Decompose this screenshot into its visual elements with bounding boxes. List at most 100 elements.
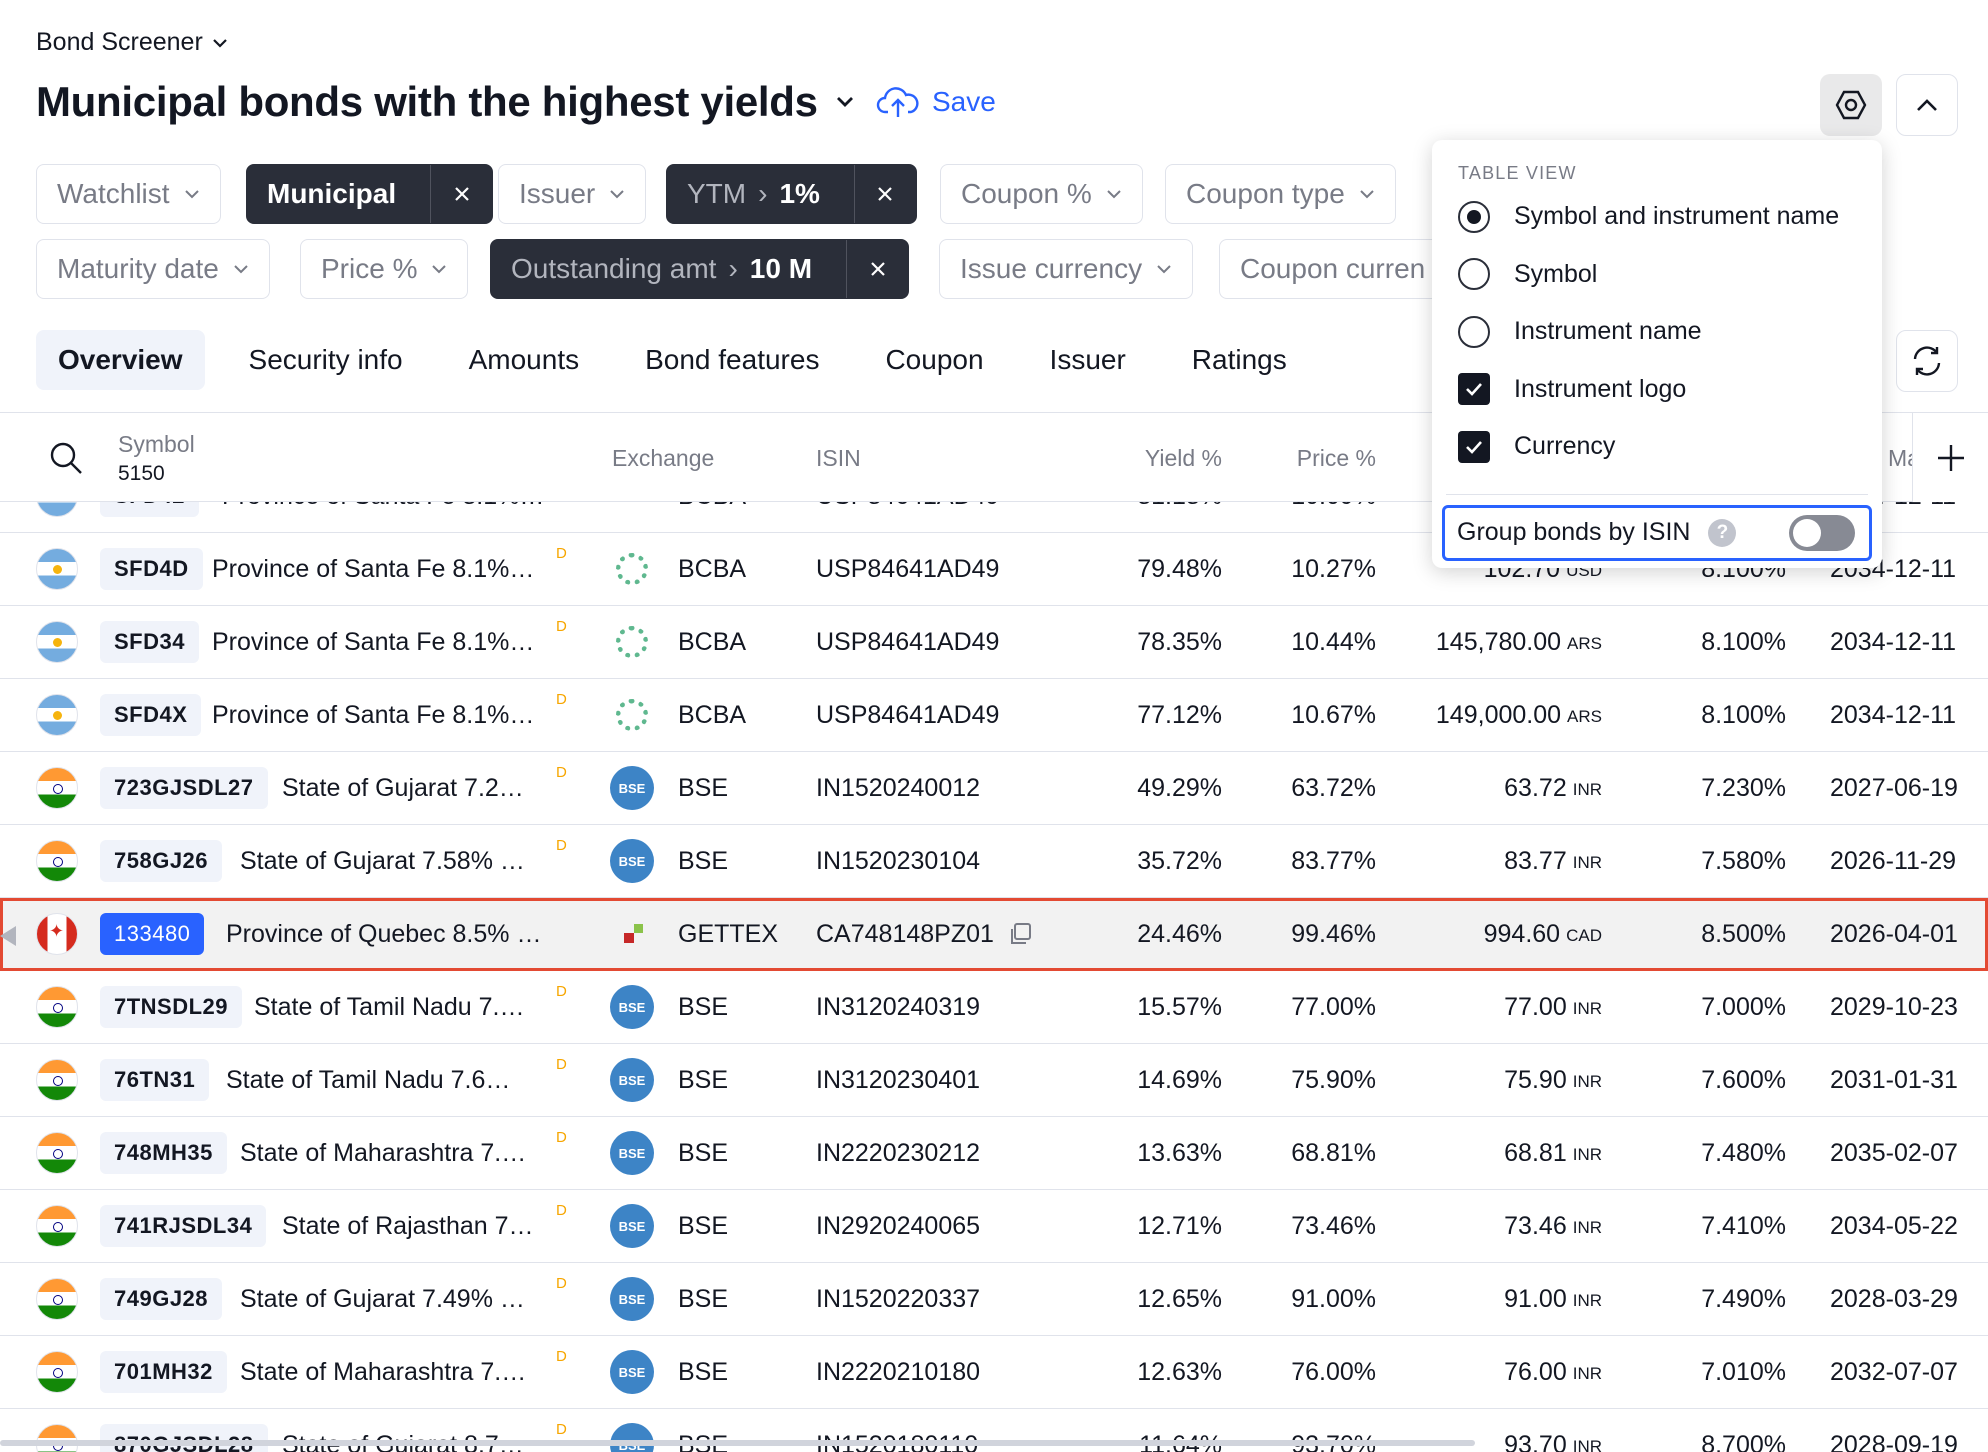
help-icon[interactable]: ? bbox=[1708, 518, 1737, 547]
table-row[interactable]: 748MH35 State of Maharashtra 7.… D BSE BSE IN… bbox=[0, 1117, 1988, 1190]
symbol-badge[interactable]: 723GJSDL27 bbox=[100, 767, 268, 809]
checkbox-checked[interactable] bbox=[1458, 373, 1490, 406]
radio-button[interactable] bbox=[1458, 200, 1490, 233]
checkbox-checked[interactable] bbox=[1458, 430, 1490, 463]
table-row[interactable]: SFD4X Province of Santa Fe 8.1%… D BCBA USP8… bbox=[0, 679, 1988, 752]
remove-filter-municipal-button[interactable] bbox=[430, 165, 492, 223]
collapse-button[interactable] bbox=[1896, 74, 1958, 136]
chevron-down-icon bbox=[432, 265, 447, 274]
column-header-isin[interactable]: ISIN bbox=[816, 444, 861, 471]
symbol-badge[interactable]: 76TN31 bbox=[100, 1059, 210, 1101]
symbol-badge[interactable]: 133480 bbox=[100, 913, 205, 955]
table-row[interactable]: 749GJ28 State of Gujarat 7.49% … D BSE BSE IN… bbox=[0, 1263, 1988, 1336]
table-settings-button[interactable] bbox=[1820, 74, 1882, 136]
tab-overview[interactable]: Overview bbox=[36, 330, 205, 390]
app-title[interactable]: Bond Screener bbox=[36, 28, 229, 57]
table-row[interactable]: 741RJSDL34 State of Rajasthan 7… D BSE BSE IN… bbox=[0, 1190, 1988, 1263]
close-icon bbox=[878, 187, 893, 201]
instrument-name[interactable]: State of Gujarat 7.2… bbox=[282, 773, 524, 802]
refresh-icon bbox=[1913, 346, 1941, 376]
remove-filter-ytm-button[interactable] bbox=[853, 165, 916, 223]
instrument-name[interactable]: State of Rajasthan 7… bbox=[282, 1211, 534, 1240]
add-column-button[interactable] bbox=[1912, 413, 1988, 503]
coupon: 7.010% bbox=[1701, 1357, 1786, 1386]
table-row[interactable]: 758GJ26 State of Gujarat 7.58% … D BSE BSE IN… bbox=[0, 825, 1988, 898]
column-header-price[interactable]: Price % bbox=[1296, 444, 1376, 471]
table-row[interactable]: 7TNSDL29 State of Tamil Nadu 7.… D BSE BSE IN… bbox=[0, 971, 1988, 1044]
instrument-name[interactable]: State of Gujarat 7.49% … bbox=[240, 1284, 525, 1313]
table-view-option[interactable]: Symbol and instrument name bbox=[1432, 188, 1882, 246]
filter-price-pct[interactable]: Price % bbox=[300, 239, 469, 299]
instrument-name[interactable]: Province of Quebec 8.5% … bbox=[226, 919, 542, 948]
radio-button[interactable] bbox=[1458, 315, 1490, 348]
tab-bond-features[interactable]: Bond features bbox=[645, 344, 820, 375]
table-row[interactable]: SFD34 Province of Santa Fe 8.1%… D BCBA USP8… bbox=[0, 606, 1988, 679]
table-row[interactable]: SFD4D Province of Santa Fe 8.1%… D BCBA USP8… bbox=[0, 533, 1988, 606]
instrument-name[interactable]: State of Maharashtra 7.… bbox=[240, 1357, 527, 1386]
table-view-option[interactable]: Instrument name bbox=[1432, 303, 1882, 361]
maturity: 2028-09-19 bbox=[1830, 1430, 1958, 1452]
remove-filter-outstanding-button[interactable] bbox=[846, 240, 908, 298]
instrument-name[interactable]: Province of Santa Fe 8.1%… bbox=[212, 700, 535, 729]
filter-watchlist[interactable]: Watchlist bbox=[36, 164, 221, 224]
table-view-panel: TABLE VIEW Symbol and instrument name Sym… bbox=[1432, 140, 1882, 568]
instrument-name[interactable]: Province of Santa Fe 8.1%… bbox=[222, 502, 544, 532]
symbol-badge[interactable]: SFD34 bbox=[100, 621, 199, 663]
argentina-flag-icon bbox=[36, 548, 78, 590]
filter-municipal[interactable]: Municipal bbox=[246, 164, 494, 224]
tab-security-info[interactable]: Security info bbox=[248, 344, 403, 375]
table-row[interactable]: 701MH32 State of Maharashtra 7.… D BSE BSE IN… bbox=[0, 1336, 1988, 1409]
instrument-name[interactable]: State of Gujarat 7.58% … bbox=[240, 846, 525, 875]
tab-issuer[interactable]: Issuer bbox=[1049, 344, 1126, 375]
group-by-isin-toggle[interactable] bbox=[1789, 514, 1855, 551]
tab-ratings[interactable]: Ratings bbox=[1191, 344, 1287, 375]
filter-issuer[interactable]: Issuer bbox=[498, 164, 647, 224]
table-row[interactable]: 76TN31 State of Tamil Nadu 7.6… D BSE BSE IN3… bbox=[0, 1044, 1988, 1117]
table-view-option[interactable]: Instrument logo bbox=[1432, 361, 1882, 419]
filter-ytm[interactable]: YTM › 1% bbox=[666, 164, 917, 224]
column-header-exchange[interactable]: Exchange bbox=[612, 444, 715, 471]
radio-button[interactable] bbox=[1458, 258, 1490, 291]
instrument-name[interactable]: State of Tamil Nadu 7.… bbox=[254, 992, 525, 1021]
horizontal-scrollbar[interactable] bbox=[0, 1440, 1475, 1446]
instrument-name[interactable]: State of Tamil Nadu 7.6… bbox=[226, 1065, 511, 1094]
symbol-badge[interactable]: 701MH32 bbox=[100, 1351, 227, 1393]
instrument-name[interactable]: Province of Santa Fe 8.1%… bbox=[212, 554, 535, 583]
tab-amounts[interactable]: Amounts bbox=[468, 344, 580, 375]
symbol-badge[interactable]: 748MH35 bbox=[100, 1132, 227, 1174]
group-by-isin-option[interactable]: Group bonds by ISIN ? bbox=[1442, 504, 1872, 561]
refresh-button[interactable] bbox=[1896, 330, 1958, 392]
filter-maturity-date[interactable]: Maturity date bbox=[36, 239, 270, 299]
symbol-badge[interactable]: SFD4D bbox=[100, 548, 203, 590]
symbol-badge[interactable]: 749GJ28 bbox=[100, 1278, 223, 1320]
symbol-badge[interactable]: 870GJSDL28 bbox=[100, 1424, 268, 1452]
table-row[interactable]: SFD42 Province of Santa Fe 8.1%… BCBA US… bbox=[0, 502, 1988, 533]
page-title[interactable]: Municipal bonds with the highest yields bbox=[36, 78, 856, 126]
tab-coupon[interactable]: Coupon bbox=[885, 344, 984, 375]
column-header-symbol[interactable]: Symbol 5150 bbox=[118, 413, 195, 503]
filter-issue-currency[interactable]: Issue currency bbox=[939, 239, 1194, 299]
table-view-option[interactable]: Currency bbox=[1432, 418, 1882, 476]
symbol-badge[interactable]: SFD42 bbox=[100, 502, 199, 517]
table-view-option[interactable]: Symbol bbox=[1432, 246, 1882, 304]
filter-coupon-currency[interactable]: Coupon curren bbox=[1219, 239, 1436, 299]
save-button[interactable]: Save bbox=[876, 84, 996, 120]
table-row[interactable]: 723GJSDL27 State of Gujarat 7.2… D BSE BSE IN… bbox=[0, 752, 1988, 825]
table-row-selected[interactable]: 133480 Province of Quebec 8.5% … GETTEX CA7… bbox=[0, 898, 1988, 971]
symbol-badge[interactable]: 741RJSDL34 bbox=[100, 1205, 267, 1247]
filter-coupon-pct[interactable]: Coupon % bbox=[940, 164, 1143, 224]
symbol-badge[interactable]: 758GJ26 bbox=[100, 840, 223, 882]
copy-icon[interactable] bbox=[1008, 921, 1034, 947]
isin: IN2220210180 bbox=[816, 1357, 981, 1386]
table-search-button[interactable] bbox=[48, 413, 84, 503]
column-header-yield[interactable]: Yield % bbox=[1144, 444, 1222, 471]
symbol-badge[interactable]: 7TNSDL29 bbox=[100, 986, 243, 1028]
symbol-badge[interactable]: SFD4X bbox=[100, 694, 202, 736]
filter-coupon-type[interactable]: Coupon type bbox=[1165, 164, 1396, 224]
filter-outstanding-amt[interactable]: Outstanding amt › 10 M bbox=[490, 239, 910, 299]
instrument-name[interactable]: State of Maharashtra 7.… bbox=[240, 1138, 527, 1167]
instrument-name[interactable]: Province of Santa Fe 8.1%… bbox=[212, 627, 535, 656]
maturity: 2034-12-11 bbox=[1830, 700, 1957, 729]
exchange: BCBA bbox=[678, 554, 747, 583]
exchange-logo-icon: BSE bbox=[610, 1204, 654, 1248]
